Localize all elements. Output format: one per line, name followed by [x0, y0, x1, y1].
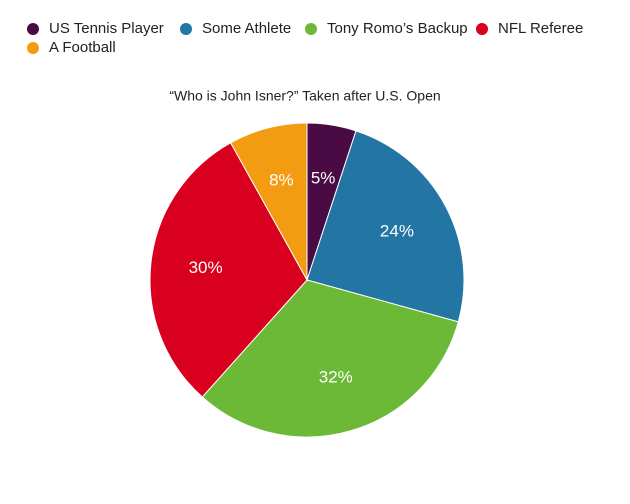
value-label: 24%	[380, 221, 414, 240]
legend-swatch	[180, 23, 192, 35]
legend-label: Some Athlete	[202, 20, 291, 37]
legend-swatch	[27, 42, 39, 54]
pie-slice	[201, 279, 459, 438]
pie-slice	[149, 142, 308, 398]
legend-label: Tony Romo’s Backup	[327, 20, 468, 37]
pie-slice	[229, 122, 308, 282]
value-label: 30%	[189, 258, 223, 277]
legend-swatch	[476, 23, 488, 35]
value-label: 8%	[269, 171, 294, 190]
legend-label: NFL Referee	[498, 20, 583, 37]
value-label: 32%	[319, 367, 353, 386]
value-label: 5%	[311, 169, 336, 188]
legend-label: A Football	[49, 39, 116, 56]
legend-swatch	[305, 23, 317, 35]
pie-slice	[306, 130, 465, 323]
legend-swatch	[27, 23, 39, 35]
legend-label: US Tennis Player	[49, 20, 164, 37]
chart-title: “Who is John Isner?” Taken after U.S. Op…	[169, 88, 440, 104]
